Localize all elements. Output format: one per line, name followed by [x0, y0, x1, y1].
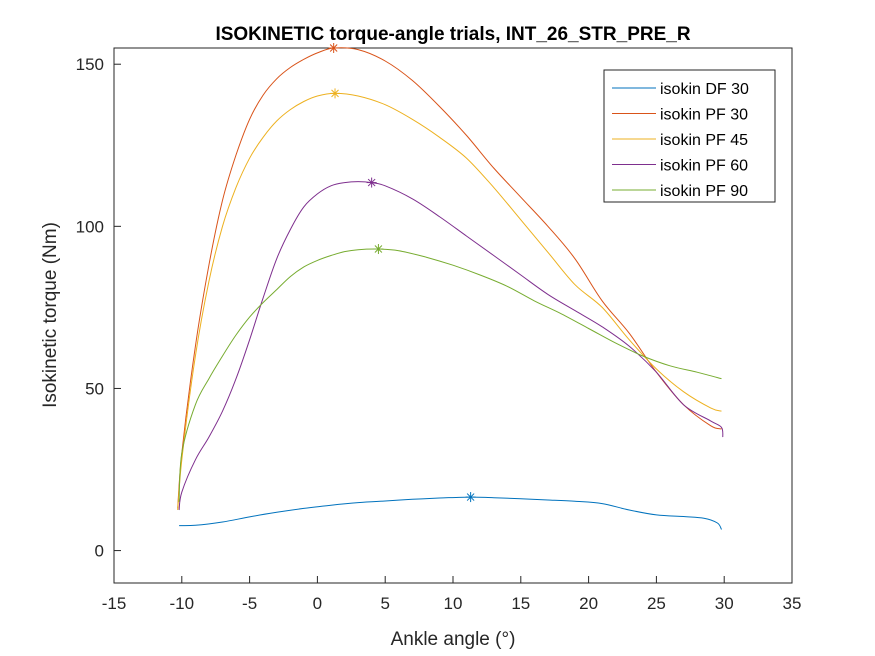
legend-label-5: isokin PF 90 — [660, 183, 748, 200]
x-tick-label: -5 — [242, 594, 257, 613]
x-tick-label: 15 — [511, 594, 530, 613]
x-axis: -15 -10 -5 0 5 10 15 20 25 30 35 — [102, 576, 802, 613]
legend-label-2: isokin PF 30 — [660, 107, 748, 124]
peak-marker-2 — [328, 43, 339, 53]
peak-marker-stroke — [329, 44, 338, 52]
y-tick-label: 50 — [85, 379, 104, 398]
x-tick-label: 0 — [313, 594, 322, 613]
series-line-2 — [177, 47, 722, 509]
x-axis-label: Ankle angle (°) — [391, 629, 516, 650]
y-axis: 0 50 100 150 — [76, 55, 121, 561]
chart-title: ISOKINETIC torque-angle trials, INT_26_S… — [215, 24, 690, 45]
x-tick-label: 10 — [444, 594, 463, 613]
legend-label-3: isokin PF 45 — [660, 132, 748, 149]
peak-marker-4 — [366, 177, 377, 188]
peak-marker-stroke — [367, 178, 376, 187]
peak-marker-stroke — [331, 89, 339, 98]
peak-marker-3 — [330, 88, 341, 99]
y-tick-label: 100 — [76, 217, 104, 236]
y-axis-label: Isokinetic torque (Nm) — [40, 222, 61, 408]
series-line-3 — [177, 92, 722, 511]
legend: isokin DF 30 isokin PF 30 isokin PF 45 isok… — [603, 69, 776, 203]
x-tick-label: 25 — [647, 594, 666, 613]
peak-marker-stroke — [374, 245, 383, 253]
series-line-5 — [178, 248, 722, 502]
legend-label-1: isokin DF 30 — [660, 81, 749, 98]
peak-marker-stroke — [466, 493, 475, 501]
x-tick-label: 35 — [783, 594, 802, 613]
x-tick-label: 30 — [715, 594, 734, 613]
peak-marker-1 — [465, 492, 476, 503]
series-layer — [177, 43, 724, 530]
legend-box — [603, 69, 776, 203]
x-tick-label: 20 — [579, 594, 598, 613]
y-tick-label: 150 — [76, 55, 104, 74]
legend-label-4: isokin PF 60 — [660, 158, 748, 175]
y-tick-label: 0 — [95, 542, 104, 561]
peak-marker-5 — [373, 244, 384, 255]
x-tick-label: 5 — [380, 594, 389, 613]
x-tick-label: -15 — [102, 594, 127, 613]
x-tick-label: -10 — [170, 594, 195, 613]
